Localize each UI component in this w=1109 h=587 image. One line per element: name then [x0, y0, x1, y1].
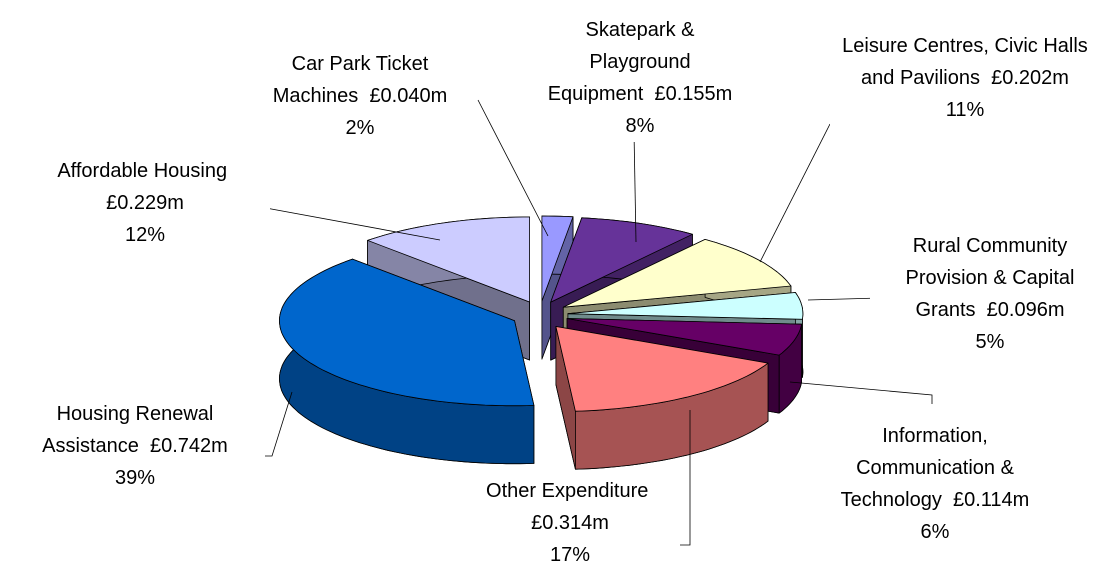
value-label: £0.096m [986, 299, 1065, 321]
percent-label: 17% [549, 544, 591, 566]
leader-line [759, 123, 831, 263]
slice-label: Skatepark & Playground Equipment £0.155m… [540, 14, 740, 142]
value-label: £0.742m [150, 435, 228, 457]
slice-label: Leisure Centres, Civic Halls and Pavilio… [830, 30, 1100, 126]
value-label: £0.114m [952, 489, 1030, 511]
value-label: £0.202m [991, 67, 1069, 89]
percent-label: 2% [345, 117, 375, 139]
slice [555, 326, 769, 412]
percent-label: 5% [975, 331, 1005, 353]
category-label: Leisure Centres, Civic Halls and Pavilio… [842, 35, 1088, 89]
slice [541, 215, 574, 302]
slice-label: Information, Communication & Technology … [815, 420, 1055, 548]
percent-label: 11% [945, 99, 985, 121]
leader-line [680, 410, 691, 546]
category-label: Information, Communication & Technology [840, 425, 1014, 511]
slice [567, 292, 804, 320]
slice-label: Affordable Housing £0.229m 12% [20, 155, 270, 251]
leader-line [477, 99, 549, 237]
slice-label: Rural Community Provision & Capital Gran… [870, 230, 1109, 358]
category-label: Car Park Ticket Machines [272, 53, 429, 107]
value-label: £0.040m [369, 85, 448, 107]
category-label: Other Expenditure [486, 480, 649, 502]
leader-line [633, 131, 637, 243]
slice-label: Housing Renewal Assistance £0.742m 39% [5, 398, 265, 494]
slice-label: Car Park Ticket Machines £0.040m 2% [245, 48, 475, 144]
leader-line [262, 391, 293, 457]
category-label: Rural Community Provision & Capital Gran… [905, 235, 1075, 321]
percent-label: 8% [625, 115, 655, 137]
percent-label: 12% [124, 224, 166, 246]
value-label: £0.314m [531, 512, 609, 534]
leader-line [789, 381, 933, 404]
slice [550, 217, 693, 303]
leader-line [807, 297, 881, 301]
slice [279, 258, 535, 407]
category-label: Housing Renewal Assistance [42, 403, 214, 457]
category-label: Affordable Housing [57, 160, 228, 182]
slice-label: Other Expenditure £0.314m 17% [460, 475, 680, 571]
category-label: Skatepark & Playground Equipment [547, 19, 695, 105]
percent-label: 6% [920, 521, 950, 543]
percent-label: 39% [114, 467, 156, 489]
slice [566, 318, 802, 356]
value-label: £0.155m [654, 83, 733, 105]
slice [562, 239, 792, 308]
value-label: £0.229m [106, 192, 184, 214]
slice [367, 216, 530, 303]
leader-line [254, 205, 441, 241]
